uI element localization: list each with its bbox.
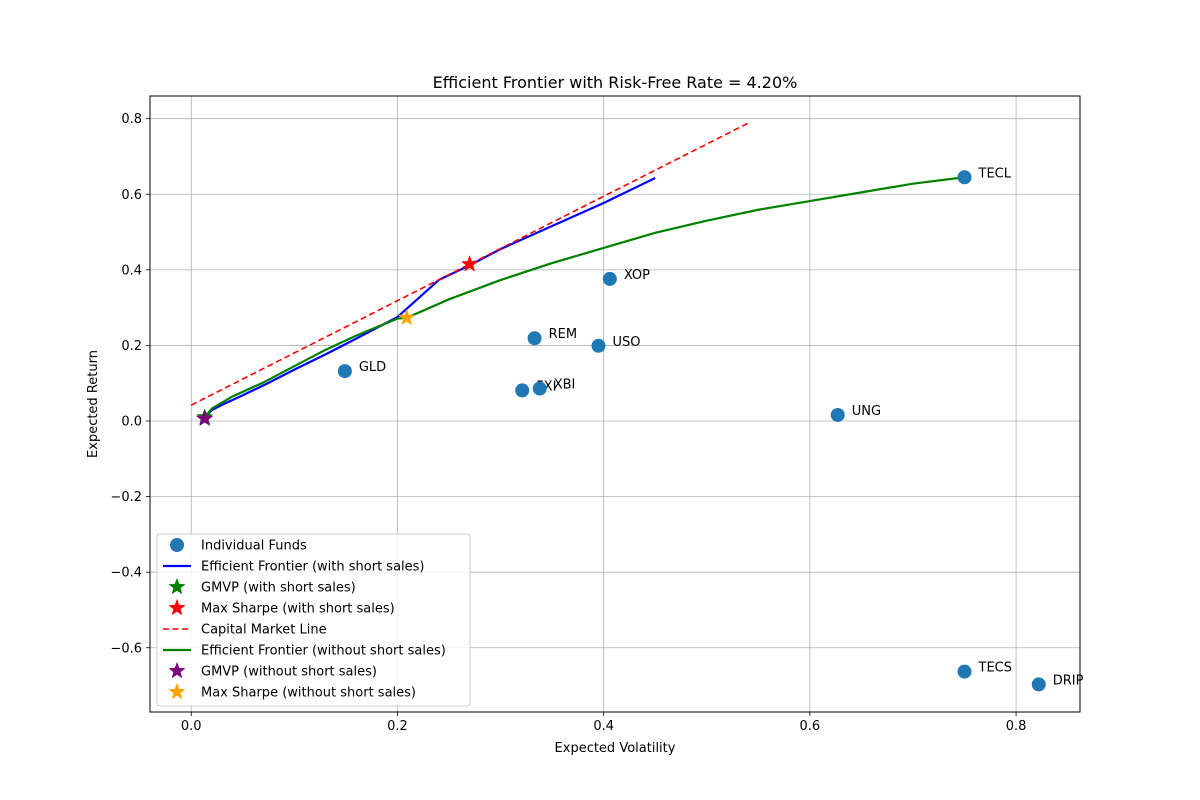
x-tick-label: 0.4 xyxy=(593,719,614,734)
y-tick-label: 0.8 xyxy=(121,112,142,127)
fund-point-xbi xyxy=(532,381,547,396)
series-line-efficient-frontier-with-short-sales xyxy=(203,177,656,419)
fund-label-tecs: TECS xyxy=(978,661,1012,676)
legend-swatch-star xyxy=(168,662,186,679)
x-axis-label: Expected Volatility xyxy=(555,741,676,756)
marker-layer xyxy=(196,255,479,427)
fund-point-ung xyxy=(830,407,845,422)
marker-max-sharpe-with-short-sales xyxy=(461,255,479,272)
legend-label: Max Sharpe (with short sales) xyxy=(201,602,395,617)
legend-box xyxy=(156,533,471,707)
legend-label: Max Sharpe (without short sales) xyxy=(201,686,416,701)
x-tick-label: 0.2 xyxy=(387,719,408,734)
fund-label-tecl: TECL xyxy=(978,166,1012,181)
fund-label-xop: XOP xyxy=(624,268,650,283)
fund-label-gld: GLD xyxy=(359,360,386,375)
legend-label: Capital Market Line xyxy=(201,623,327,638)
fund-label-drip: DRIP xyxy=(1053,673,1084,688)
legend-swatch-star xyxy=(168,578,186,595)
fund-label-rem: REM xyxy=(549,327,577,342)
marker-gmvp-without-short-sales xyxy=(196,409,214,427)
y-tick-label: 0.6 xyxy=(121,188,142,203)
y-tick-label: −0.2 xyxy=(110,490,142,505)
marker-max-sharpe-without-short-sales xyxy=(398,308,416,326)
x-tick-label: 0.6 xyxy=(800,719,821,734)
legend-swatch-dot xyxy=(170,538,184,552)
fund-point-tecs xyxy=(957,664,972,679)
fund-label-uso: USO xyxy=(613,335,641,350)
y-tick-label: −0.4 xyxy=(110,566,142,581)
fund-point-xop xyxy=(602,271,617,286)
y-tick-label: 0.2 xyxy=(121,339,142,354)
legend-label: GMVP (without short sales) xyxy=(201,665,377,680)
fund-point-fxi xyxy=(515,383,530,398)
fund-point-tecl xyxy=(957,170,972,185)
fund-label-ung: UNG xyxy=(852,404,881,419)
fund-point-uso xyxy=(591,338,606,353)
legend-label: GMVP (with short sales) xyxy=(201,581,356,596)
y-axis-label: Expected Return xyxy=(86,350,101,458)
legend-swatch-star xyxy=(168,683,186,700)
y-tick-label: 0.0 xyxy=(121,415,142,430)
fund-point-gld xyxy=(337,364,352,379)
chart-title: Efficient Frontier with Risk-Free Rate =… xyxy=(433,73,798,92)
y-tick-label: −0.6 xyxy=(110,641,142,656)
series-line-efficient-frontier-without-short-sales xyxy=(203,176,965,418)
x-tick-label: 0.8 xyxy=(1006,719,1027,734)
fund-point-drip xyxy=(1031,677,1046,692)
fund-point-rem xyxy=(527,331,542,346)
legend: Individual Funds Efficient Frontier (with… xyxy=(156,533,471,707)
y-tick-label: 0.4 xyxy=(121,263,142,278)
fund-layer: TECLXOPREMUSOGLDFXIXBIUNGTECSDRIP xyxy=(337,166,1084,692)
legend-swatch-star xyxy=(168,599,186,616)
legend-label: Individual Funds xyxy=(201,539,307,554)
fund-label-xbi: XBI xyxy=(554,378,576,393)
x-tick-label: 0.0 xyxy=(181,719,202,734)
plot-frame xyxy=(149,95,1081,713)
series-layer xyxy=(190,122,965,419)
legend-label: Efficient Frontier (with short sales) xyxy=(201,560,425,575)
legend-label: Efficient Frontier (without short sales) xyxy=(201,644,446,659)
tick-layer: 0.0 0.2 0.4 0.6 0.8 −0.6 −0.4 −0.2 0.0 0.2 0.4 0.6 0… xyxy=(110,112,1026,734)
